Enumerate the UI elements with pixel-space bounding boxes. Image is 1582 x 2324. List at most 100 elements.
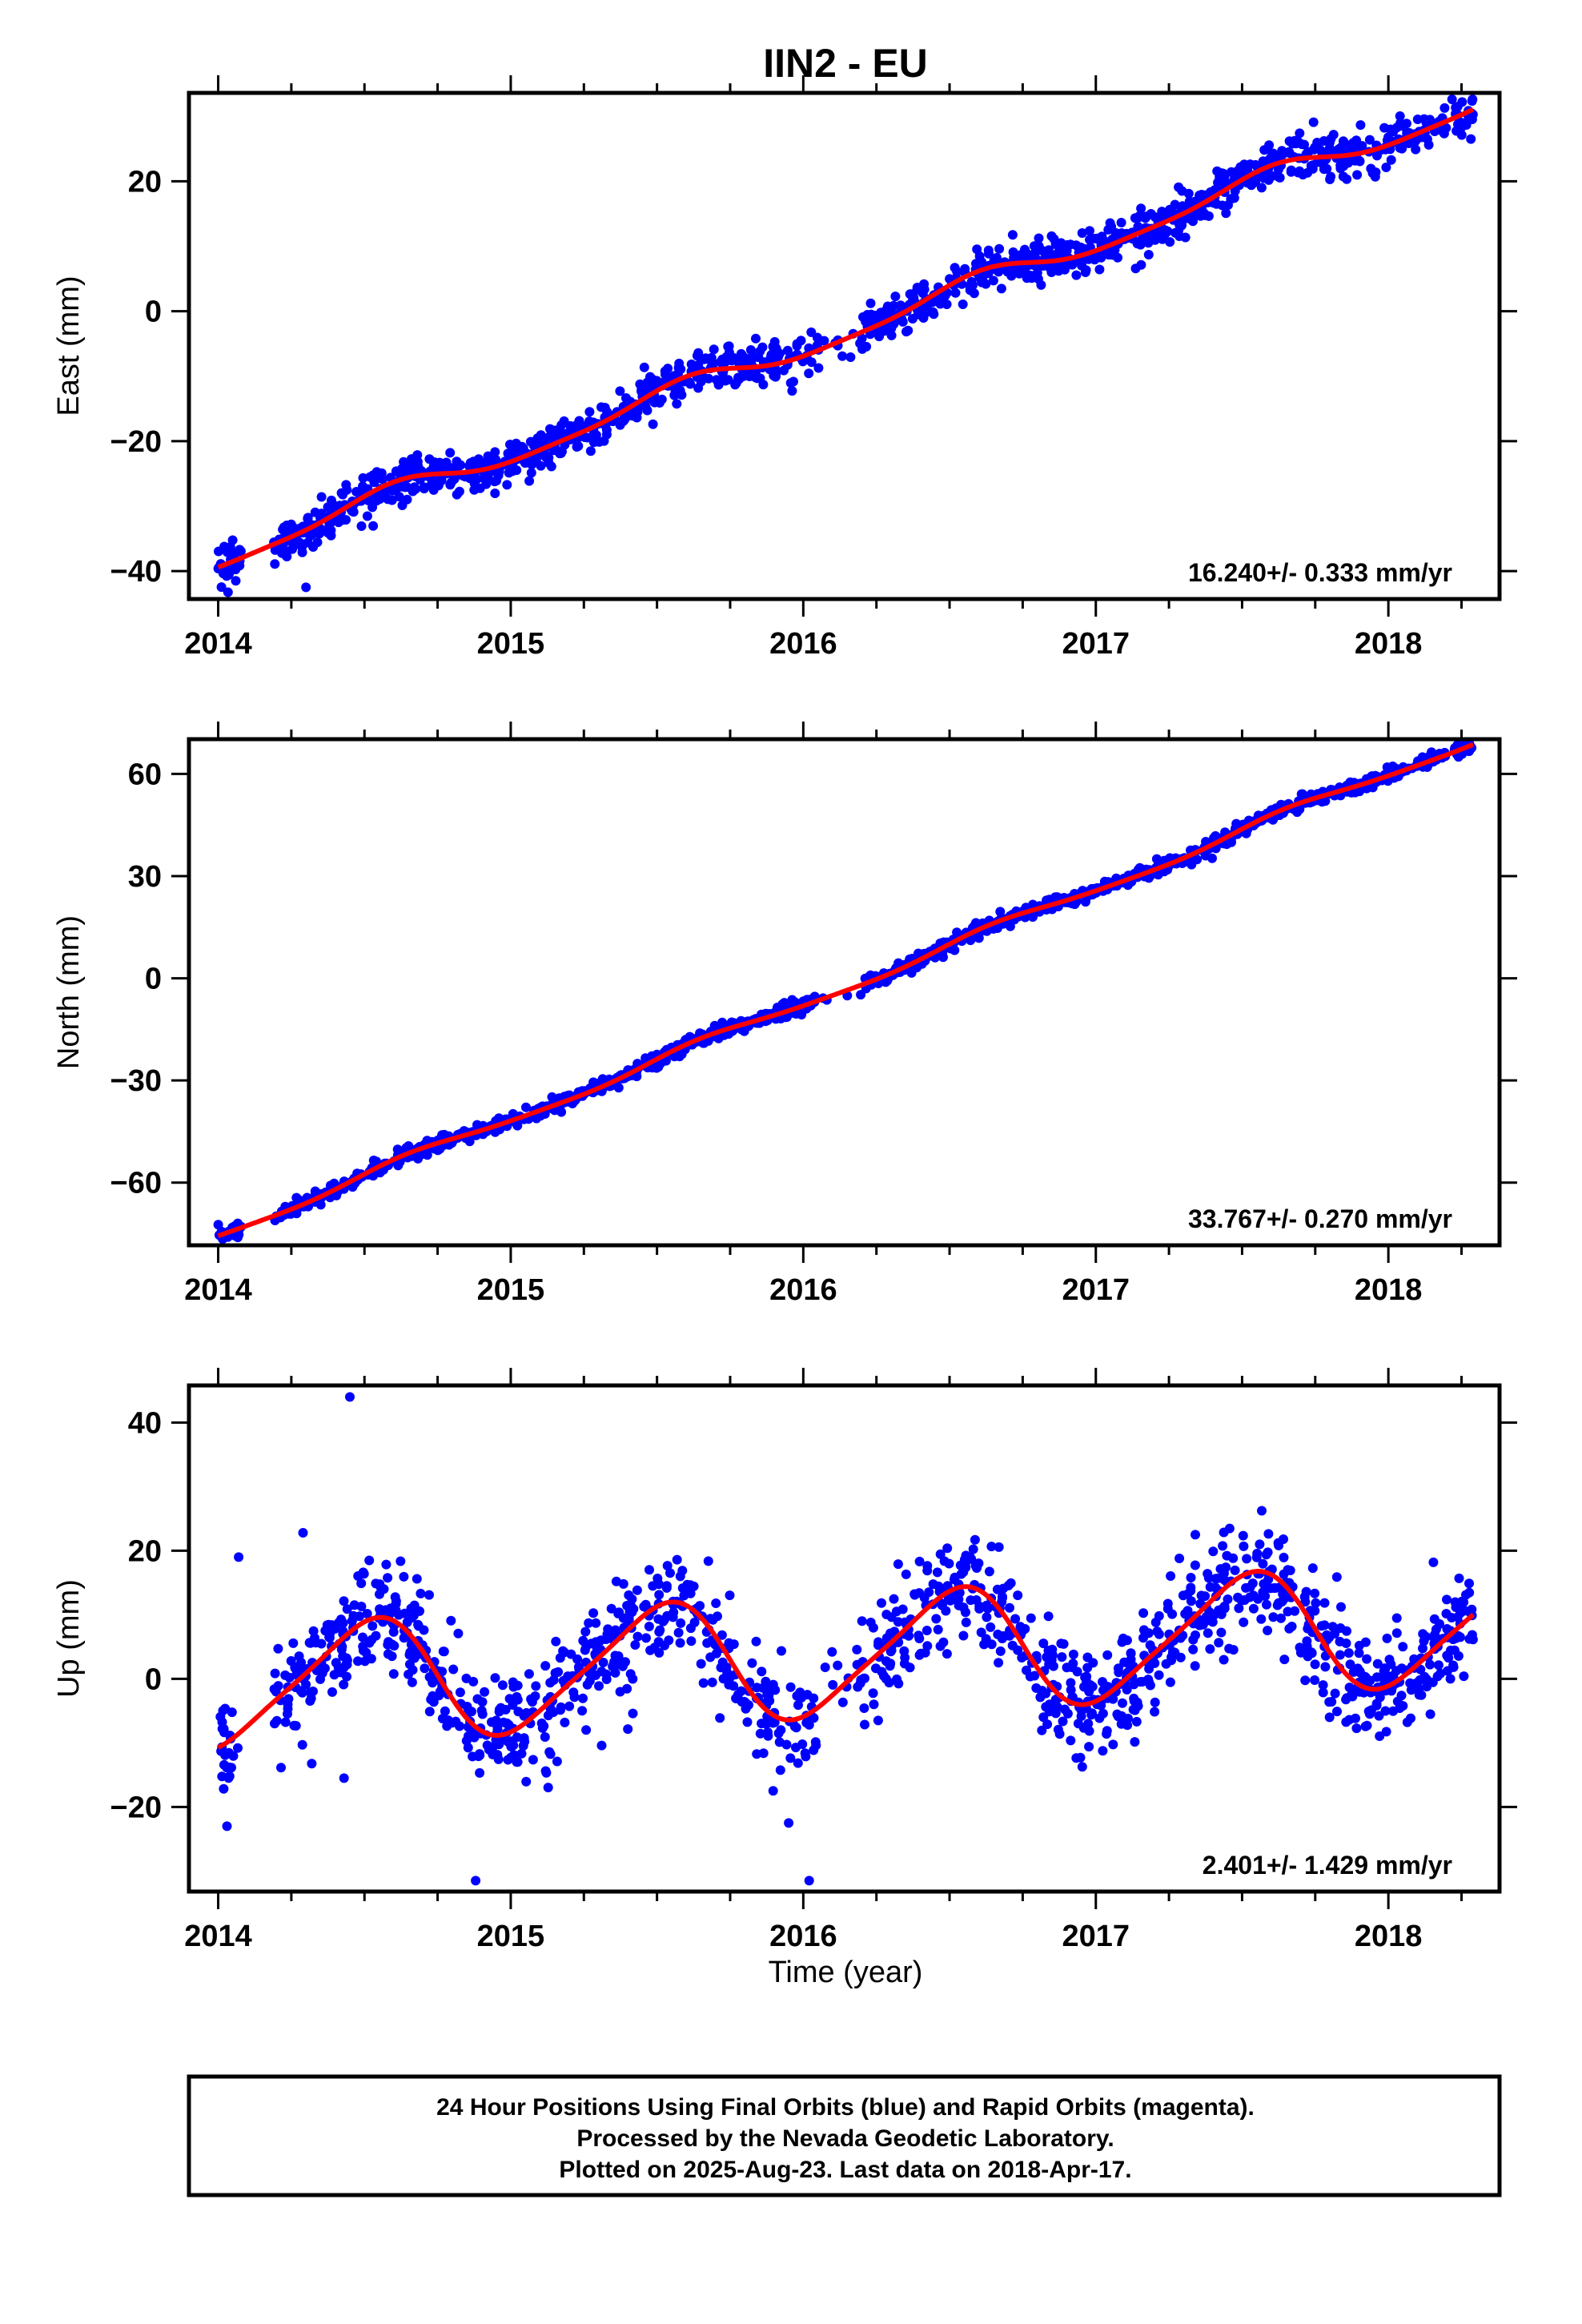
data-point [371,1630,381,1641]
y-tick-label: −30 [110,1064,162,1098]
data-point [986,1542,997,1552]
data-point [1311,1598,1321,1608]
data-point [1219,1602,1229,1613]
data-point [752,1683,762,1693]
data-point [1087,1682,1098,1692]
data-point [1318,1680,1328,1691]
data-point [217,1717,227,1727]
data-point [1214,1638,1224,1648]
y-tick-label: 60 [128,758,162,791]
plot-frame [187,737,1502,1248]
data-point [526,1694,536,1704]
data-point [1272,1600,1283,1610]
x-tick-label: 2016 [769,1920,837,1953]
data-point [958,1602,969,1613]
data-point [454,486,464,497]
data-point [1372,1659,1383,1669]
data-point [408,486,418,497]
data-point [1351,1723,1362,1734]
data-point [1388,127,1399,137]
data-point [1439,103,1450,113]
data-point [584,1618,594,1628]
data-point [503,1755,513,1765]
data-point [383,1649,393,1659]
data-point [1122,1684,1132,1695]
data-point [1143,1675,1154,1685]
y-tick-label: 20 [128,1534,162,1568]
data-point [336,1644,347,1655]
data-point [632,1585,642,1595]
data-point [1448,1662,1459,1672]
data-point [1066,1678,1076,1688]
data-point [776,1725,786,1735]
data-point [1144,1663,1154,1674]
data-point [1138,1633,1148,1643]
data-point [1041,1702,1051,1712]
data-point [371,473,382,484]
x-tick-label: 2014 [184,627,252,661]
data-point [1372,1672,1382,1683]
data-point [739,1026,749,1036]
data-point [219,1783,229,1794]
data-point [654,398,665,408]
data-point [419,1625,429,1635]
data-point [793,1700,803,1711]
data-point [345,1392,355,1402]
data-point [675,1638,685,1648]
data-point [1146,209,1156,219]
data-point [1391,1613,1402,1623]
data-point [1409,1654,1419,1664]
data-point [1432,1671,1443,1682]
data-point [580,1626,591,1637]
data-point [862,310,873,320]
data-point [1327,1697,1337,1707]
x-tick-label: 2017 [1062,627,1130,661]
data-point [1130,1705,1140,1715]
data-point [968,1544,978,1554]
data-point [868,1688,878,1699]
data-point [358,472,368,483]
data-point [271,1715,282,1726]
data-point [331,1658,341,1668]
data-point [222,1821,232,1831]
data-point [1148,232,1158,243]
data-point [615,420,625,430]
data-point [820,1663,830,1672]
data-point [1129,1693,1139,1703]
data-point [303,537,313,548]
data-point [986,1622,996,1632]
data-point [1102,1650,1113,1660]
data-point [1053,1724,1063,1735]
velocity-rate-label: 33.767+/- 0.270 mm/yr [1188,1204,1452,1233]
data-point [648,1581,658,1591]
data-point [588,1608,599,1618]
data-point [1090,252,1100,263]
data-point [961,1617,971,1627]
data-point [494,1113,504,1124]
data-point [757,1667,767,1677]
data-point [1274,1540,1284,1550]
data-point [914,1634,925,1643]
data-point [819,336,829,346]
data-point [1216,1627,1227,1638]
data-point [1344,1683,1355,1693]
data-point [469,485,480,495]
data-point [929,309,939,320]
data-point [233,1743,243,1753]
data-point [639,362,649,372]
data-point [438,1647,448,1657]
data-point [1133,865,1143,875]
data-point [996,283,1006,294]
data-point [1297,139,1307,150]
data-point [885,1661,895,1671]
data-point [548,1707,559,1717]
data-point [564,1701,575,1711]
data-point [1442,1594,1452,1605]
data-point [664,1635,674,1646]
data-point [1170,227,1180,238]
data-point [342,485,352,495]
data-point [903,325,913,336]
footer-line-2: Processed by the Nevada Geodetic Laborat… [576,2125,1114,2152]
data-point [1355,120,1366,131]
data-point [701,353,711,364]
